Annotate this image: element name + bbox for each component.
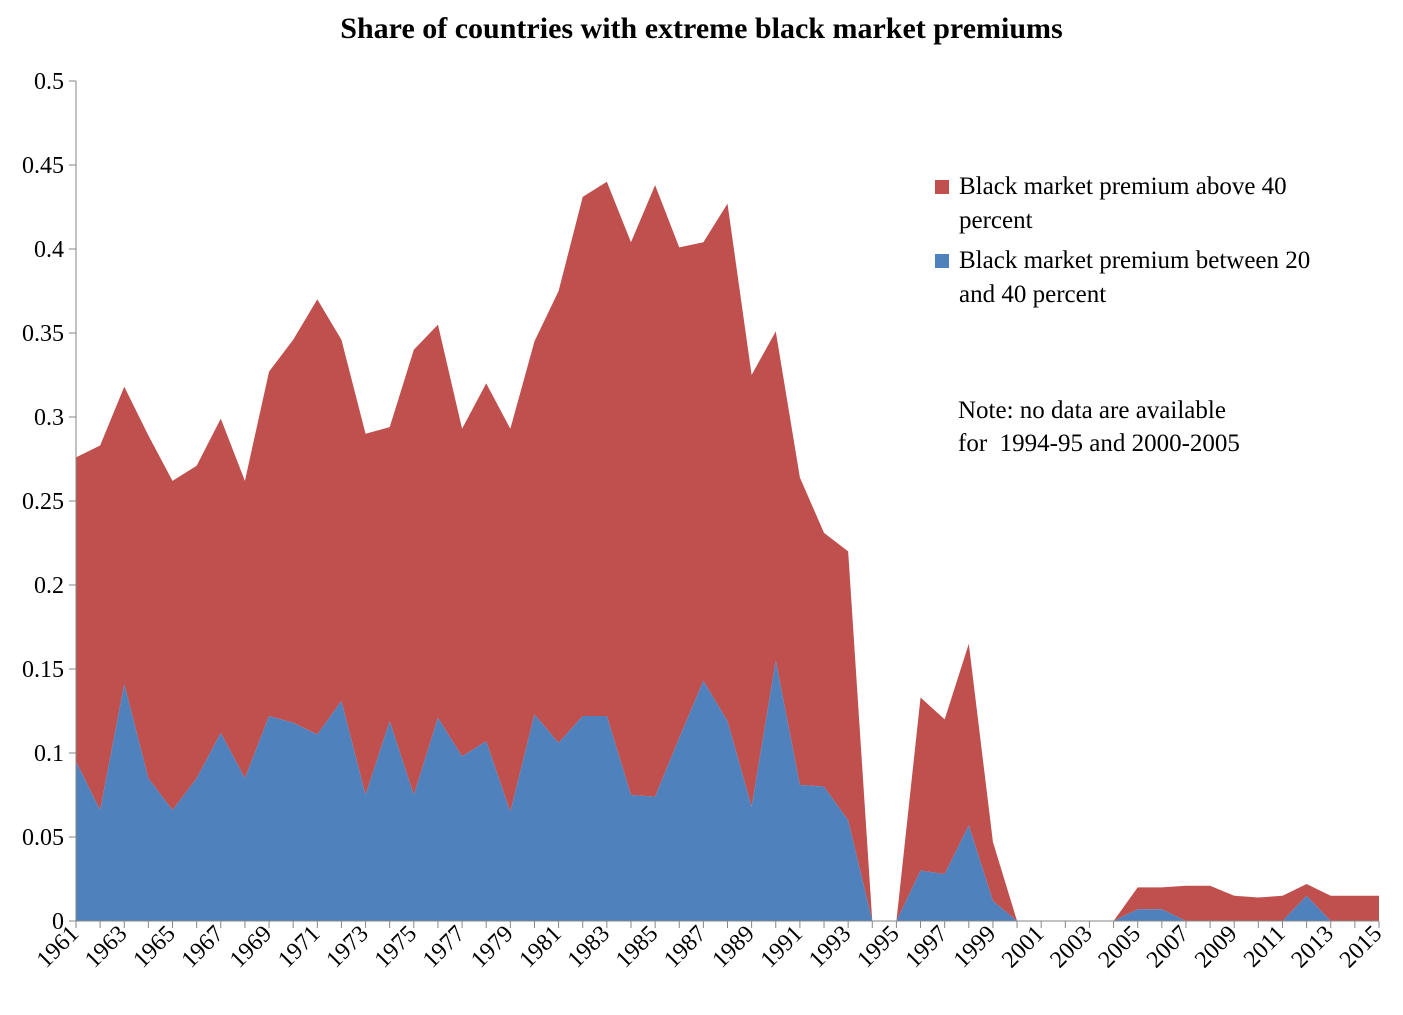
y-tick-label: 0.4 [34, 237, 64, 263]
x-tick-label: 1993 [804, 921, 856, 973]
y-tick-label: 0.2 [34, 573, 64, 599]
legend-item-20-40: Black market premium between 20 and 40 p… [935, 244, 1385, 312]
x-tick-label: 1987 [659, 921, 711, 973]
x-tick-label: 1975 [370, 921, 422, 973]
x-tick-label: 1967 [177, 921, 229, 973]
x-tick-label: 1981 [515, 921, 567, 973]
y-tick-label: 0.3 [34, 405, 64, 431]
x-tick-label: 2015 [1335, 921, 1387, 973]
x-tick-label: 1969 [225, 921, 277, 973]
y-tick-label: 0.25 [22, 489, 64, 515]
x-tick-label: 1985 [611, 921, 663, 973]
x-tick-label: 1965 [128, 921, 180, 973]
x-tick-label: 1997 [901, 921, 953, 973]
chart-title: Share of countries with extreme black ma… [340, 12, 1063, 45]
legend-item-above-40: Black market premium above 40 percent [935, 170, 1385, 238]
area-above-40-percent [76, 181, 1379, 922]
area-between-20-40-percent [76, 660, 1379, 921]
y-tick-label: 0 [52, 909, 64, 935]
y-tick-label: 0.5 [34, 69, 64, 95]
legend-label-20-40-line2: and 40 percent [959, 281, 1107, 308]
x-tick-label: 2003 [1045, 921, 1097, 973]
y-tick-label: 0.15 [22, 657, 64, 683]
x-tick-label: 2007 [1142, 921, 1194, 973]
x-tick-label: 1977 [418, 921, 470, 973]
legend-swatch-above-40 [935, 180, 949, 194]
note-annotation: Note: no data are available for 1994-95 … [958, 397, 1240, 457]
x-tick-label: 1973 [321, 921, 373, 973]
legend-swatch-20-40 [935, 254, 949, 268]
legend-label-20-40-line1: Black market premium between 20 [959, 247, 1311, 274]
x-tick-label: 2013 [1287, 921, 1339, 973]
y-tick-label: 0.05 [22, 825, 64, 851]
x-tick-label: 1995 [852, 921, 904, 973]
legend-label-above-40-line1: Black market premium above 40 [959, 173, 1287, 200]
legend: Black market premium above 40 percent Bl… [935, 170, 1385, 318]
x-tick-label: 1999 [949, 921, 1001, 973]
y-tick-label: 0.35 [22, 321, 64, 347]
y-tick-label: 0.1 [34, 741, 64, 767]
x-tick-label: 1971 [273, 921, 325, 973]
x-tick-label: 1989 [708, 921, 760, 973]
x-tick-label: 2005 [1094, 921, 1146, 973]
x-tick-label: 1991 [756, 921, 808, 973]
x-tick-label: 1983 [563, 921, 615, 973]
x-tick-label: 1963 [80, 921, 132, 973]
x-tick-label: 1961 [32, 921, 84, 973]
x-tick-label: 2001 [997, 921, 1049, 973]
y-tick-label: 0.45 [22, 153, 64, 179]
x-tick-label: 2009 [1190, 921, 1242, 973]
x-tick-label: 1979 [466, 921, 518, 973]
legend-label-above-40-line2: percent [959, 207, 1033, 234]
x-tick-label: 2011 [1239, 921, 1291, 973]
